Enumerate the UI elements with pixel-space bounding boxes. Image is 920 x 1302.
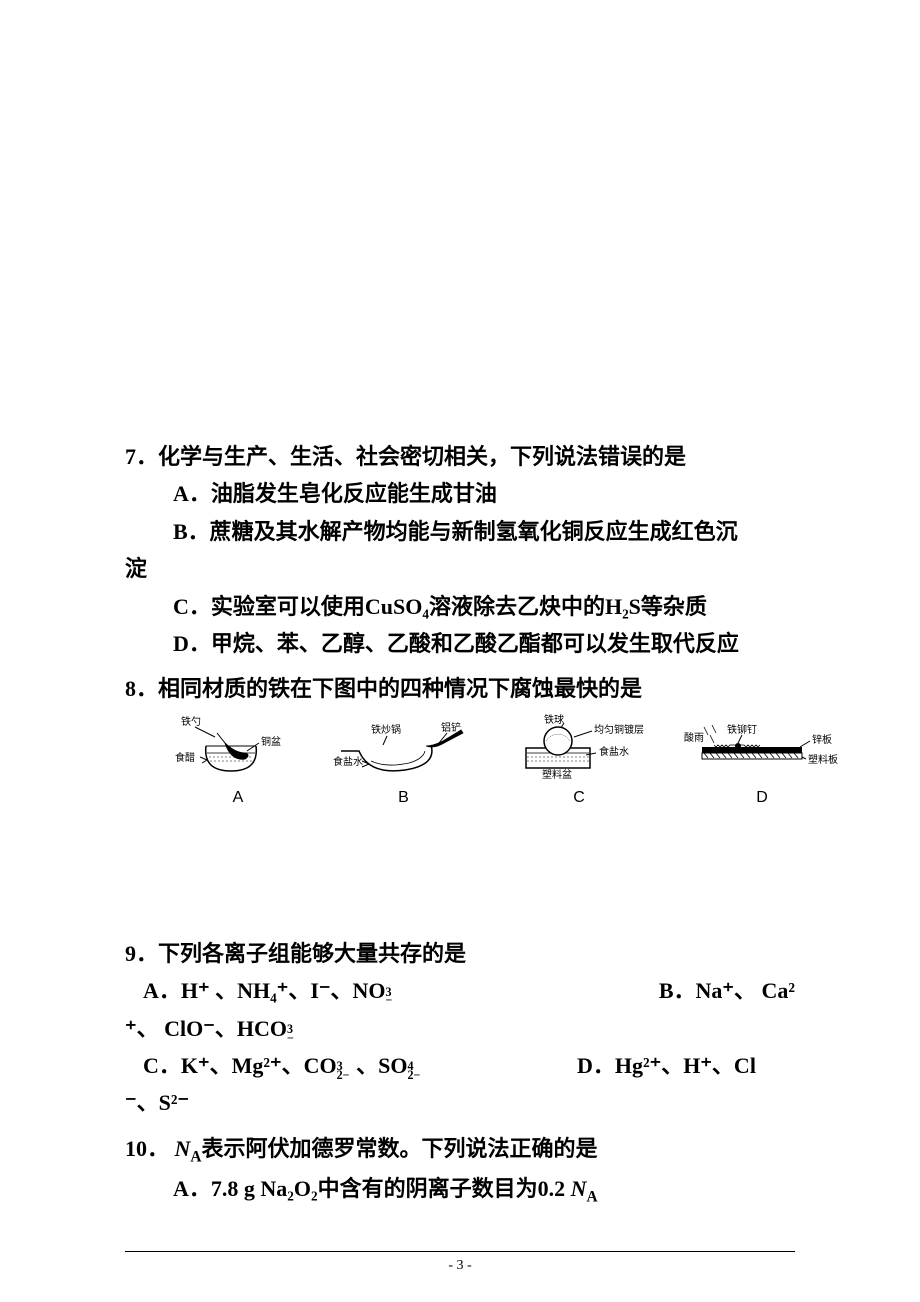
q10-stem-pre: 10． xyxy=(125,1136,175,1161)
q9-optA-text: A．H⁺ 、NH₄⁺、I⁻、NO xyxy=(143,978,386,1003)
q9-optC-mid: 、SO xyxy=(351,1053,408,1078)
q9-optB-text: B．Na⁺、 Ca² xyxy=(659,978,795,1003)
dA-letter: A xyxy=(233,789,244,807)
q10-option-a: A．7.8 g Na₂O₂中含有的阴离子数目为0.2 NA xyxy=(125,1170,795,1211)
q9-option-d-cont: ⁻、S²⁻ xyxy=(125,1084,795,1121)
dC-label-basin: 塑料盆 xyxy=(542,768,572,781)
dC-label-ball: 铁球 xyxy=(544,713,564,726)
question-8: 8．相同材质的铁在下图中的四种情况下腐蚀最快的是 铁勺 铜盆 食醋 xyxy=(125,670,795,811)
dD-label-zinc: 锌板 xyxy=(812,733,832,746)
q7-option-b-cont: 淀 xyxy=(125,550,795,587)
q7-stem: 7．化学与生产、生活、社会密切相关，下列说法错误的是 xyxy=(125,438,795,475)
spacing-gap xyxy=(125,820,795,935)
question-9: 9．下列各离子组能够大量共存的是 A．H⁺ 、NH₄⁺、I⁻、NO−3 B．Na… xyxy=(125,935,795,1122)
q8-diagram-a: 铁勺 铜盆 食醋 A xyxy=(173,713,303,807)
dA-label-vinegar: 食醋 xyxy=(175,751,195,764)
dD-letter: D xyxy=(756,789,768,807)
q9-optC-sub1: 3 xyxy=(337,1056,343,1077)
q7-option-d: D．甲烷、苯、乙醇、乙酸和乙酸乙酯都可以发生取代反应 xyxy=(125,625,795,662)
q10-optA-sub: A xyxy=(586,1189,597,1206)
footer-line xyxy=(125,1251,795,1252)
dC-label-salt: 食盐水 xyxy=(599,745,629,758)
q9-option-c: C．K⁺、Mg²⁺、CO2−3 、SO2−4 xyxy=(125,1047,421,1084)
dA-label-spoon: 铁勺 xyxy=(181,715,201,728)
q8-diagram-c: 铁球 均匀铜镀层 食盐水 塑料盆 C xyxy=(504,713,654,807)
q10-optA-italic: N xyxy=(571,1176,587,1201)
q7-option-c: C．实验室可以使用CuSO₄溶液除去乙炔中的H₂S等杂质 xyxy=(125,588,795,625)
q10-stem-post: 表示阿伏加德罗常数。下列说法正确的是 xyxy=(202,1136,598,1161)
dB-label-pan: 铁炒锅 xyxy=(371,723,401,736)
q9-optA-sub: 3 xyxy=(386,982,392,1003)
question-10: 10． NA表示阿伏加德罗常数。下列说法正确的是 A．7.8 g Na₂O₂中含… xyxy=(125,1130,795,1211)
dB-letter: B xyxy=(398,789,409,807)
q10-optA-pre: A．7.8 g Na₂O₂中含有的阴离子数目为0.2 xyxy=(173,1176,571,1201)
q9-optB-sub: 3 xyxy=(287,1019,293,1040)
q9-option-d: D．Hg²⁺、H⁺、Cl xyxy=(577,1047,795,1084)
q9-optC-text: C．K⁺、Mg²⁺、CO xyxy=(143,1053,337,1078)
q10-stem: 10． NA表示阿伏加德罗常数。下列说法正确的是 xyxy=(125,1130,795,1171)
dC-label-coating: 均匀铜镀层 xyxy=(594,723,644,736)
dD-label-plastic: 塑料板 xyxy=(808,753,838,766)
dD-label-rain: 酸雨 xyxy=(684,731,704,744)
q10-stem-italic: N xyxy=(175,1136,191,1161)
dB-label-salt: 食盐水 xyxy=(333,755,363,768)
q9-option-a: A．H⁺ 、NH₄⁺、I⁻、NO−3 xyxy=(125,972,398,1009)
q9-option-b: B．Na⁺、 Ca² xyxy=(659,972,795,1009)
q9-row-cd: C．K⁺、Mg²⁺、CO2−3 、SO2−4 D．Hg²⁺、H⁺、Cl xyxy=(125,1047,795,1084)
dD-label-rivet: 铁铆钉 xyxy=(727,723,757,736)
diagram-c-svg: 铁球 均匀铜镀层 食盐水 塑料盆 xyxy=(504,713,654,783)
page-number: - 3 - xyxy=(0,1258,920,1274)
dC-letter: C xyxy=(573,789,585,807)
diagram-a-svg: 铁勺 铜盆 食醋 xyxy=(173,713,303,783)
diagram-b-svg: 铁炒锅 铝铲 食盐水 xyxy=(331,713,476,783)
q7-option-b: B．蔗糖及其水解产物均能与新制氢氧化铜反应生成红色沉 xyxy=(125,513,795,550)
question-7: 7．化学与生产、生活、社会密切相关，下列说法错误的是 A．油脂发生皂化反应能生成… xyxy=(125,438,795,662)
q9-optB-cont-text: ⁺、 ClO⁻、HCO xyxy=(125,1016,287,1041)
diagram-d-svg: 酸雨 铁铆钉 锌板 塑料板 xyxy=(682,713,842,783)
q7-option-a: A．油脂发生皂化反应能生成甘油 xyxy=(125,475,795,512)
q8-diagram-b: 铁炒锅 铝铲 食盐水 B xyxy=(331,713,476,807)
q10-stem-sub: A xyxy=(190,1148,201,1165)
q9-optD-text: D．Hg²⁺、H⁺、Cl xyxy=(577,1053,756,1078)
page-footer: - 3 - xyxy=(0,1251,920,1274)
q8-stem: 8．相同材质的铁在下图中的四种情况下腐蚀最快的是 xyxy=(125,670,795,707)
q9-row-ab: A．H⁺ 、NH₄⁺、I⁻、NO−3 B．Na⁺、 Ca² xyxy=(125,972,795,1009)
q9-option-b-cont: ⁺、 ClO⁻、HCO−3 xyxy=(125,1010,795,1047)
dA-label-bowl: 铜盆 xyxy=(261,735,281,748)
q8-diagram-d: 酸雨 铁铆钉 锌板 塑料板 D xyxy=(682,713,842,807)
q9-stem: 9．下列各离子组能够大量共存的是 xyxy=(125,935,795,972)
q8-diagram-row: 铁勺 铜盆 食醋 A 铁炒锅 xyxy=(125,708,795,812)
q9-optC-sub2: 4 xyxy=(407,1056,413,1077)
